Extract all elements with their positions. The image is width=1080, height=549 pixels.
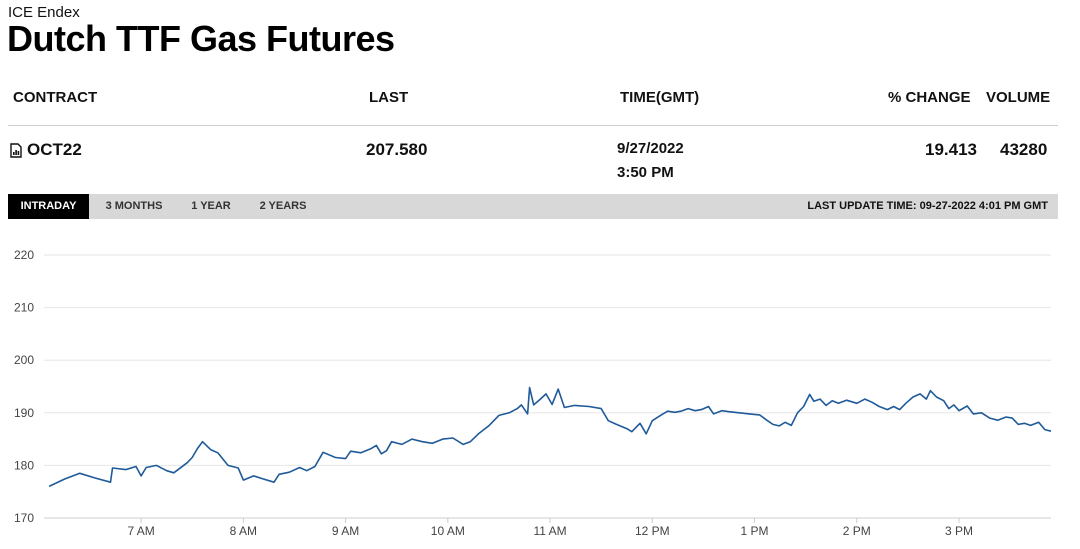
trade-time-text: 3:50 PM <box>617 164 674 181</box>
chart-tab-bar: INTRADAY 3 MONTHS 1 YEAR 2 YEARS LAST UP… <box>8 194 1058 219</box>
series-line <box>48 386 1052 488</box>
exchange-name: ICE Endex <box>8 4 80 21</box>
tab-2-years[interactable]: 2 YEARS <box>259 200 307 212</box>
price-chart: 170 180 190 200 210 220 7 AM 8 AM 9 AM 10 AM 11 A… <box>14 248 1052 538</box>
x-tick-label: 3 PM <box>945 524 973 538</box>
time-column-header: TIME(GMT) <box>620 89 700 106</box>
contract-column-header: CONTRACT <box>13 89 98 106</box>
x-tick-label: 9 AM <box>332 524 359 538</box>
y-tick-label: 190 <box>14 406 34 420</box>
price-series <box>48 386 1052 488</box>
volume-column-header: VOLUME <box>986 89 1051 106</box>
y-tick-label: 170 <box>14 511 34 525</box>
x-tick-label: 2 PM <box>843 524 871 538</box>
x-tick-label: 12 PM <box>635 524 670 538</box>
last-column-header: LAST <box>369 89 409 106</box>
y-tick-label: 220 <box>14 248 34 262</box>
x-tick-label: 7 AM <box>127 524 154 538</box>
change-column-header: % CHANGE <box>888 89 971 106</box>
contract-cell[interactable]: OCT22 <box>10 140 82 160</box>
header-divider <box>8 125 1058 126</box>
trade-date-text: 9/27/2022 <box>617 140 684 157</box>
volume-value: 43280 <box>1000 140 1048 159</box>
x-axis: 7 AM 8 AM 9 AM 10 AM 11 AM 12 PM 1 PM 2 PM 3 PM <box>127 518 973 538</box>
x-tick-label: 8 AM <box>230 524 257 538</box>
x-tick-label: 11 AM <box>533 524 566 538</box>
contract-code: OCT22 <box>27 140 82 159</box>
y-tick-label: 180 <box>14 458 34 472</box>
x-tick-label: 1 PM <box>741 524 769 538</box>
tab-intraday[interactable]: INTRADAY <box>8 194 89 219</box>
trade-time: 9/27/2022 3:50 PM <box>617 137 684 185</box>
percent-change: 19.413 <box>925 140 977 159</box>
x-tick-label: 10 AM <box>431 524 465 538</box>
document-icon <box>10 142 22 158</box>
chart-grid <box>44 254 1051 519</box>
y-axis: 170 180 190 200 210 220 <box>14 248 34 525</box>
y-tick-label: 210 <box>14 301 34 315</box>
last-update-time: LAST UPDATE TIME: 09-27-2022 4:01 PM GMT <box>807 200 1048 212</box>
y-tick-label: 200 <box>14 353 34 367</box>
page-title: Dutch TTF Gas Futures <box>7 18 395 59</box>
tab-3-months[interactable]: 3 MONTHS <box>105 200 163 212</box>
last-price: 207.580 <box>366 140 428 159</box>
tab-1-year[interactable]: 1 YEAR <box>191 200 231 212</box>
